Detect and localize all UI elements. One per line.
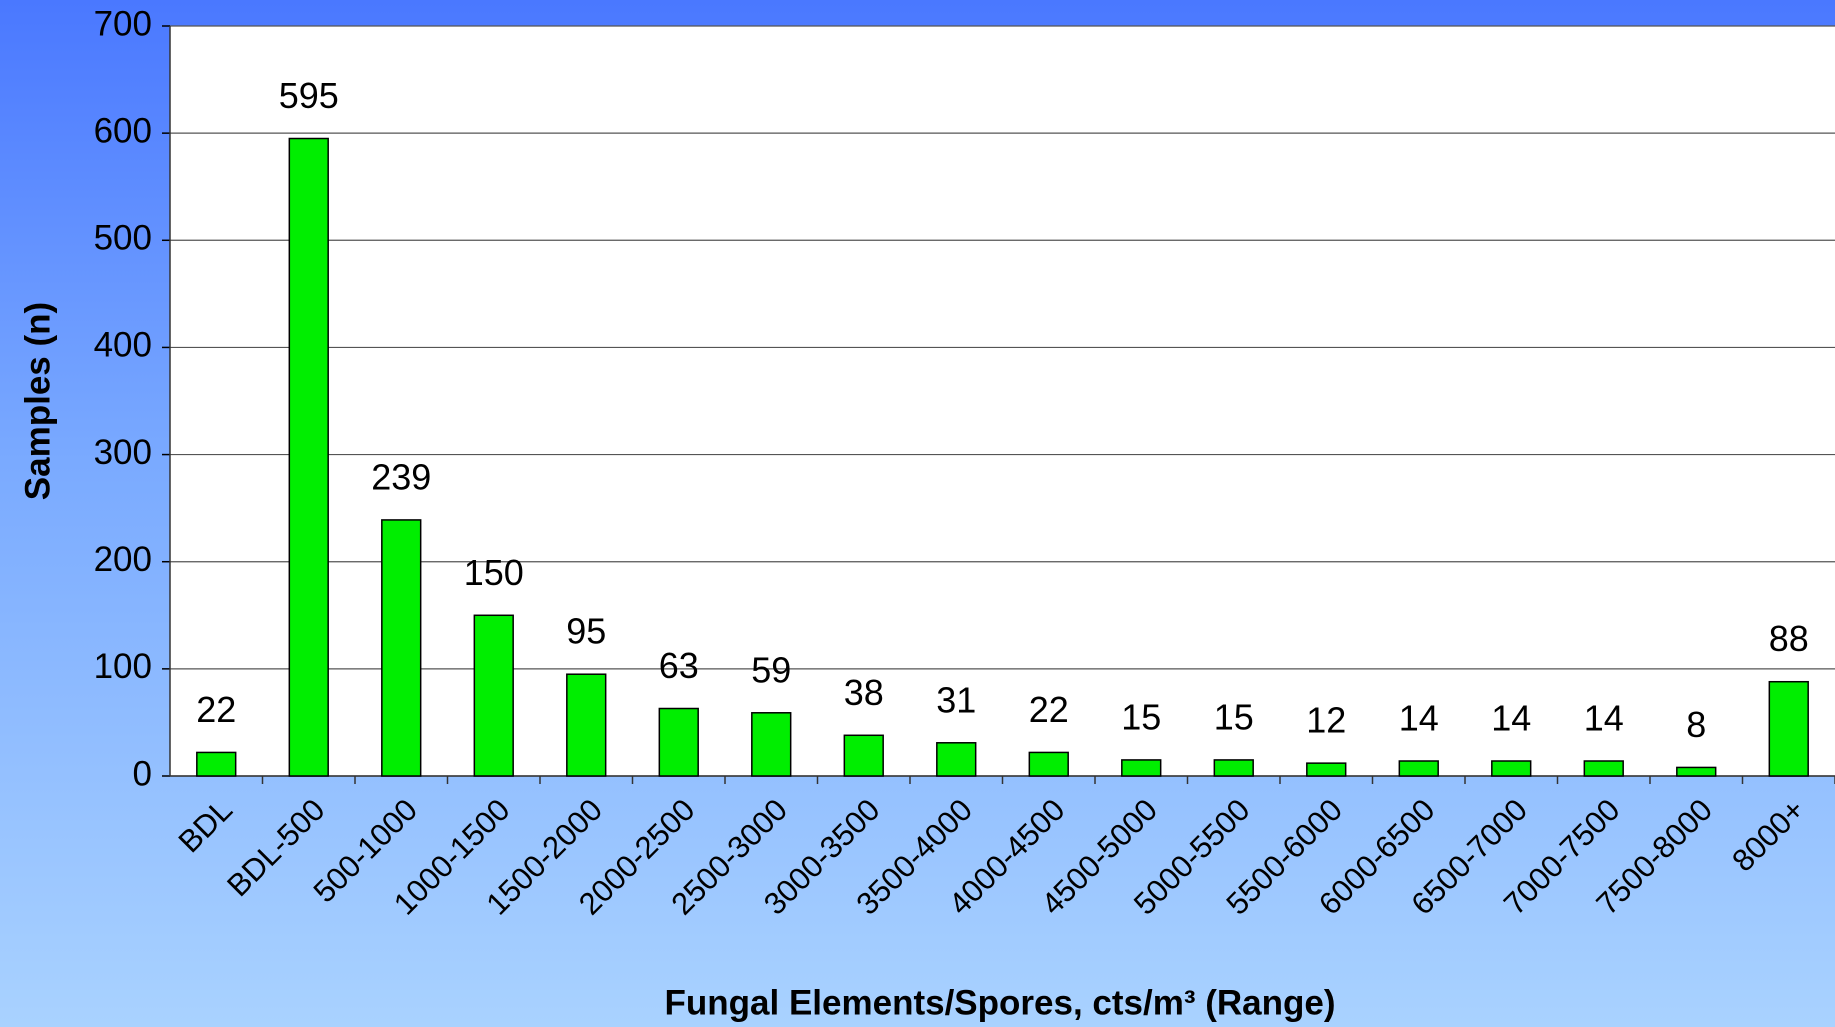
y-axis-title: Samples (n) xyxy=(18,302,57,500)
data-label: 22 xyxy=(196,689,236,730)
bar xyxy=(1768,680,1809,777)
bar xyxy=(1398,760,1439,777)
data-label: 63 xyxy=(659,645,699,686)
data-label: 88 xyxy=(1769,618,1809,659)
data-label: 595 xyxy=(279,75,339,116)
y-tick-label: 0 xyxy=(133,754,152,793)
data-label: 59 xyxy=(751,649,791,690)
bar xyxy=(1306,762,1347,777)
y-tick-label: 100 xyxy=(94,647,152,686)
bar xyxy=(1213,759,1254,777)
bar xyxy=(566,673,607,777)
y-tick-label: 200 xyxy=(94,540,152,579)
data-label: 15 xyxy=(1214,696,1254,737)
data-label: 12 xyxy=(1306,700,1346,741)
data-label: 14 xyxy=(1584,698,1624,739)
data-label: 31 xyxy=(936,679,976,720)
bar xyxy=(381,519,422,777)
data-label: 15 xyxy=(1121,696,1161,737)
y-tick-label: 400 xyxy=(94,326,152,365)
bar xyxy=(1121,759,1162,777)
bar xyxy=(288,137,329,777)
plot-area xyxy=(170,26,1835,776)
data-label: 95 xyxy=(566,611,606,652)
data-label: 8 xyxy=(1686,704,1706,745)
data-label: 150 xyxy=(464,552,524,593)
bar xyxy=(1583,760,1624,777)
bar xyxy=(196,751,237,777)
bar xyxy=(658,707,699,777)
data-label: 14 xyxy=(1491,698,1531,739)
data-label: 38 xyxy=(844,672,884,713)
data-label: 14 xyxy=(1399,698,1439,739)
bar xyxy=(1491,760,1532,777)
data-label: 22 xyxy=(1029,689,1069,730)
bar xyxy=(936,742,977,777)
y-tick-label: 700 xyxy=(94,4,152,43)
bar xyxy=(843,734,884,777)
bar xyxy=(1028,751,1069,777)
bar xyxy=(1676,766,1717,777)
y-tick-label: 500 xyxy=(94,219,152,258)
data-label: 239 xyxy=(371,456,431,497)
x-axis-title: Fungal Elements/Spores, cts/m³ (Range) xyxy=(665,983,1336,1022)
y-tick-label: 600 xyxy=(94,111,152,150)
bar xyxy=(473,614,514,777)
y-tick-label: 300 xyxy=(94,433,152,472)
bar xyxy=(751,712,792,777)
